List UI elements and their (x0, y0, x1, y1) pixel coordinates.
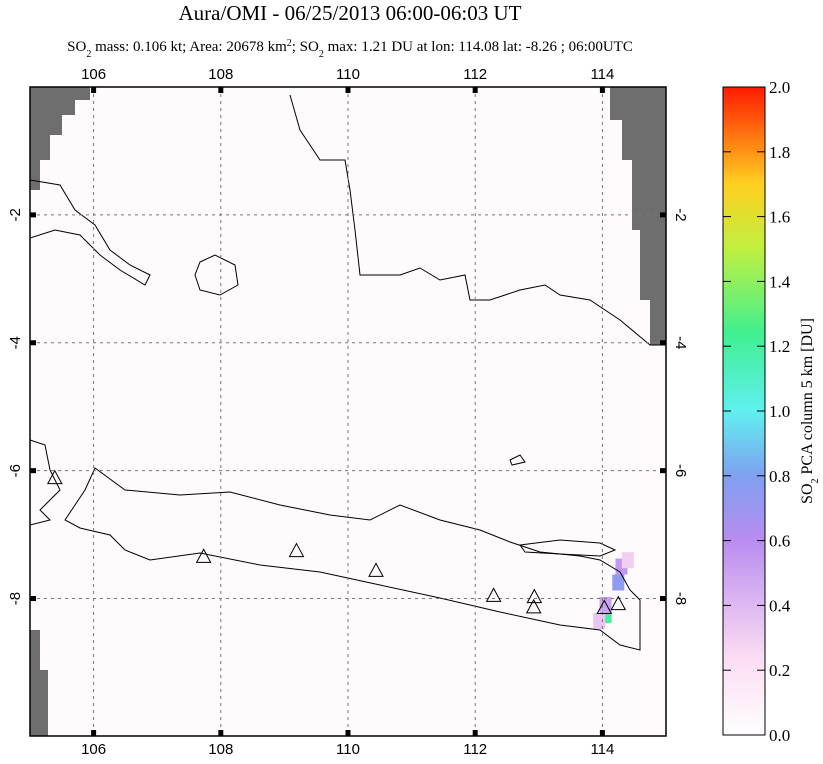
text-part: 2 (86, 49, 91, 60)
volcano (46, 469, 63, 485)
colorbar-tick-label: 1.0 (769, 402, 790, 421)
x-tick-label: 106 (81, 741, 106, 758)
x-tick-label: 112 (463, 66, 487, 83)
no-data (30, 87, 90, 190)
text-part: SO (67, 39, 86, 55)
so2-pixel (621, 552, 634, 569)
title: Aura/OMI - 06/25/2013 06:00-06:03 UT (179, 1, 522, 25)
no-data (610, 87, 666, 345)
so2-pixel (593, 612, 606, 629)
x-tick-label: 110 (336, 741, 360, 758)
y-tick-label: -6 (7, 464, 24, 477)
x-tick-label: 110 (336, 66, 360, 83)
colorbar-tick-label: 1.6 (769, 208, 790, 227)
text-part: mass: 0.106 kt; Area: 20678 km (91, 39, 287, 55)
x-tick-label: 106 (81, 66, 106, 83)
volcano (525, 598, 542, 614)
x-tick-label: 112 (463, 741, 487, 758)
volcano (288, 542, 305, 558)
x-tick-label: 114 (590, 66, 614, 83)
x-tick-label: 108 (208, 741, 233, 758)
volcanoes (46, 469, 627, 614)
colorbar-tick-label: 0.6 (769, 532, 790, 551)
map-area (30, 87, 666, 736)
text-part: 2 (319, 49, 324, 60)
y-tick-label: -8 (672, 592, 689, 605)
y-tick-label: -8 (7, 592, 24, 605)
subtitle: SO2 mass: 0.106 kt; Area: 20678 km2; SO2… (67, 38, 633, 60)
volcano (485, 587, 502, 602)
text-part: 2 (810, 479, 821, 484)
no-data (30, 630, 48, 736)
y-tick-label: -4 (672, 336, 689, 349)
colorbar-tick-label: 1.8 (769, 143, 790, 162)
text-part: 2 (287, 38, 292, 49)
colorbar-tick-label: 2.0 (769, 78, 790, 97)
y-tick-label: -6 (672, 464, 689, 477)
volcano (368, 562, 384, 577)
grid (30, 87, 666, 736)
volcano (610, 595, 627, 611)
colorbar-tick-label: 0.2 (769, 661, 790, 680)
colorbar-tick-label: 0.8 (769, 467, 790, 486)
colorbar-tick-label: 0.0 (769, 726, 790, 745)
colorbar-tick-label: 0.4 (769, 596, 791, 615)
volcano (526, 588, 543, 604)
volcano (596, 599, 613, 614)
y-tick-label: -2 (672, 208, 689, 221)
y-tick-label: -2 (7, 208, 24, 221)
volcano (195, 548, 212, 563)
x-tick-label: 108 (208, 66, 233, 83)
colorbar-tick-label: 1.2 (769, 337, 790, 356)
axes: 106 106 108 108 110 110 112 112 114 114 -2 -2 -4 -4 -6… (7, 66, 791, 758)
text-part: SO (799, 484, 816, 504)
coastlines (30, 94, 666, 651)
colorbar-label: SO2 PCA column 5 km [DU] (799, 318, 821, 504)
so2-pixel (612, 574, 625, 591)
text-part: max: 1.21 DU at lon: 114.08 lat: -8.26 ;… (324, 39, 633, 55)
text-part: ; SO (292, 39, 319, 55)
y-tick-label: -4 (7, 336, 24, 349)
colorbar-tick-label: 1.4 (769, 272, 791, 291)
x-tick-label: 114 (590, 741, 614, 758)
text-part: PCA column 5 km [DU] (799, 318, 816, 478)
